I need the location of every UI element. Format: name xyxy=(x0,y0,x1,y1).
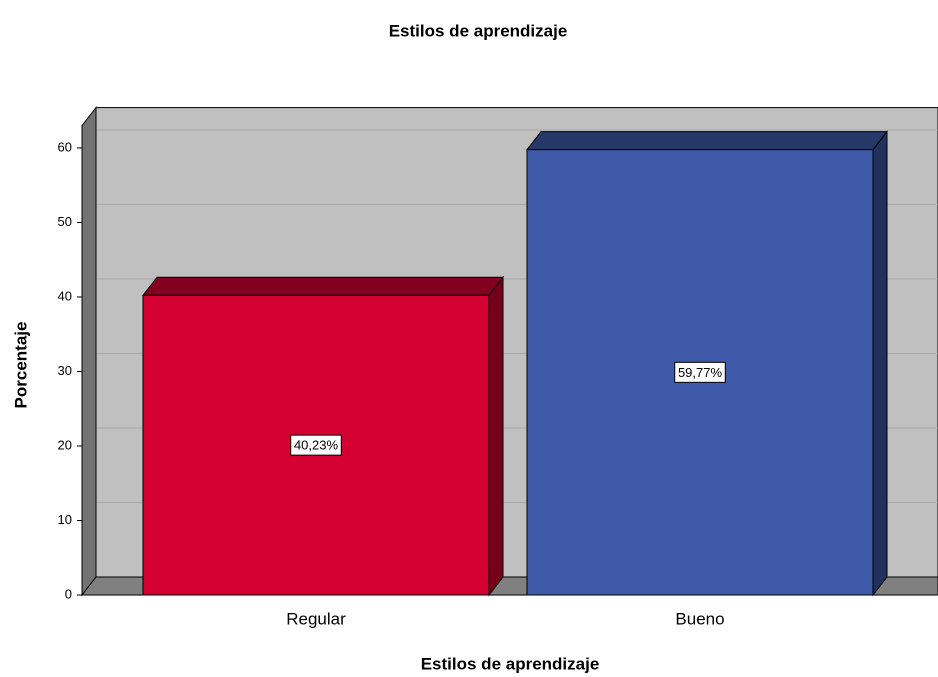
bar-side xyxy=(488,275,504,597)
left-wall xyxy=(81,106,97,597)
y-tick-label: 0 xyxy=(65,586,72,601)
y-tick-label: 50 xyxy=(58,214,72,229)
data-label-box xyxy=(674,361,726,383)
data-label: 40,23% xyxy=(294,438,339,453)
data-label-box xyxy=(290,434,342,456)
chart-title: Estilos de aprendizaje xyxy=(389,21,568,40)
y-tick-label: 20 xyxy=(58,437,72,452)
x-tick-label: Regular xyxy=(286,609,346,628)
bar-side xyxy=(872,130,888,597)
y-tick-label: 30 xyxy=(58,363,72,378)
data-label: 59,77% xyxy=(678,365,723,380)
y-tick-label: 40 xyxy=(58,288,72,303)
y-tick-label: 60 xyxy=(58,139,72,154)
bar-top xyxy=(141,276,505,296)
x-axis-title: Estilos de aprendizaje xyxy=(421,654,600,673)
x-tick-label: Bueno xyxy=(675,609,724,628)
y-axis-title: Porcentaje xyxy=(11,322,30,409)
bar-top xyxy=(525,131,889,151)
y-tick-label: 10 xyxy=(58,512,72,527)
